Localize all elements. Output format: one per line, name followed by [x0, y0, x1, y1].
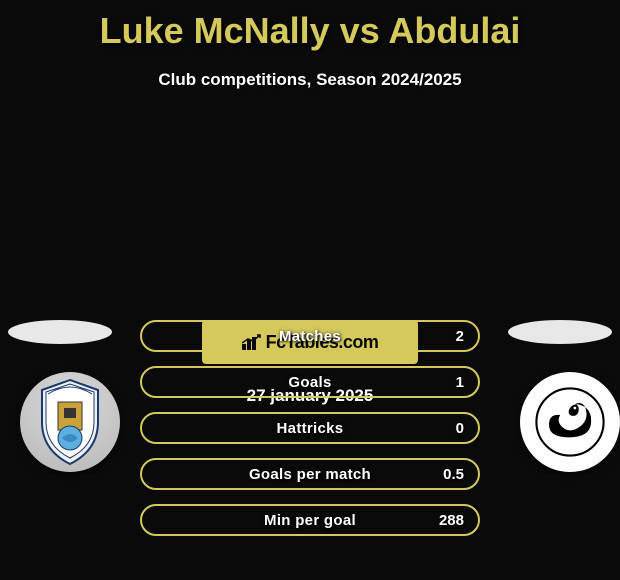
swansea-swan-icon [535, 387, 605, 457]
stat-value: 288 [439, 512, 464, 529]
stat-label: Hattricks [277, 420, 344, 437]
player-placeholder-right [508, 320, 612, 344]
stat-label: Goals [288, 374, 331, 391]
page-title: Luke McNally vs Abdulai [0, 0, 620, 52]
chart-icon [242, 334, 262, 350]
stat-label: Matches [279, 328, 341, 345]
stat-bar: Goals per match 0.5 [140, 458, 480, 490]
stat-bar: Matches 2 [140, 320, 480, 352]
club-logo-left [20, 372, 120, 472]
stat-bar: Goals 1 [140, 366, 480, 398]
stat-label: Goals per match [249, 466, 371, 483]
stat-bar: Hattricks 0 [140, 412, 480, 444]
content-area: Matches 2 Goals 1 Hattricks 0 Goals per … [0, 320, 620, 406]
stat-value: 2 [456, 328, 464, 345]
stat-value: 0.5 [443, 466, 464, 483]
stat-value: 1 [456, 374, 464, 391]
stat-bar: Min per goal 288 [140, 504, 480, 536]
page-subtitle: Club competitions, Season 2024/2025 [0, 70, 620, 90]
coventry-crest-icon [20, 372, 120, 472]
stat-value: 0 [456, 420, 464, 437]
stats-bars: Matches 2 Goals 1 Hattricks 0 Goals per … [140, 320, 480, 550]
club-logo-right [520, 372, 620, 472]
stat-label: Min per goal [264, 512, 356, 529]
player-placeholder-left [8, 320, 112, 344]
